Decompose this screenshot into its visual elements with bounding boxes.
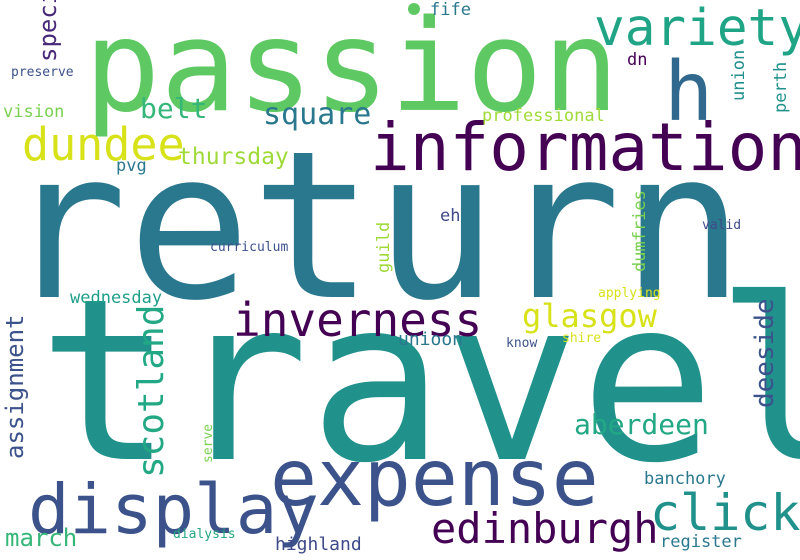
word-belt: belt <box>140 92 208 125</box>
word-fife: specialism <box>34 0 62 62</box>
word-dn: dn <box>627 50 648 70</box>
word-deeside: deeside <box>750 298 780 408</box>
word-eh: eh <box>440 206 461 226</box>
word-edinburgh: edinburgh <box>431 504 659 553</box>
word-display: display <box>28 470 319 550</box>
word-click: click <box>650 484 800 542</box>
word-preserve: preserve <box>11 65 74 80</box>
word-vision: vision <box>3 102 65 122</box>
word-banchory: banchory <box>644 469 726 489</box>
word-passion: passion <box>84 0 620 140</box>
word-perth: perth <box>771 61 791 113</box>
word-glasgow: glasgow <box>522 297 657 335</box>
word-aberdeen: aberdeen <box>574 408 709 441</box>
word-h: h <box>664 45 714 140</box>
word-dialysis: dialysis <box>173 527 236 542</box>
word-serve: serve <box>201 423 216 463</box>
word-highland: highland <box>275 534 362 555</box>
word-dundee: dundee <box>22 118 185 171</box>
word-march: march <box>5 524 78 552</box>
word-travel: travel <box>38 251 800 513</box>
word-register: register <box>660 532 742 552</box>
word-pvg: pvg <box>116 156 147 176</box>
word-specialism: fife <box>430 0 471 20</box>
word-professional: professional <box>482 106 605 126</box>
word-inverness: inverness <box>233 293 483 347</box>
word-dumfries: dumfries <box>630 190 650 272</box>
word-thursday: thursday <box>178 144 289 170</box>
word-return: return <box>4 108 745 346</box>
dot-mark <box>408 3 420 15</box>
word-shire: shire <box>562 331 602 346</box>
word-square: square <box>263 97 372 132</box>
word-expense: expense <box>270 434 599 524</box>
word-know: know <box>506 336 538 351</box>
word-assignment: assignment <box>1 314 29 460</box>
word-unioon: unioon <box>398 329 464 350</box>
word-valid: valid <box>702 218 742 233</box>
word-wednesday: wednesday <box>70 288 163 308</box>
word-scotland: scotland <box>131 304 172 478</box>
word-variety: variety <box>594 0 800 58</box>
word-guild: guild <box>374 221 394 273</box>
word-information: information <box>370 109 800 186</box>
word-union: union <box>729 49 749 101</box>
word-curriculum: curriculum <box>210 240 289 255</box>
word-applying: applying <box>598 286 661 301</box>
